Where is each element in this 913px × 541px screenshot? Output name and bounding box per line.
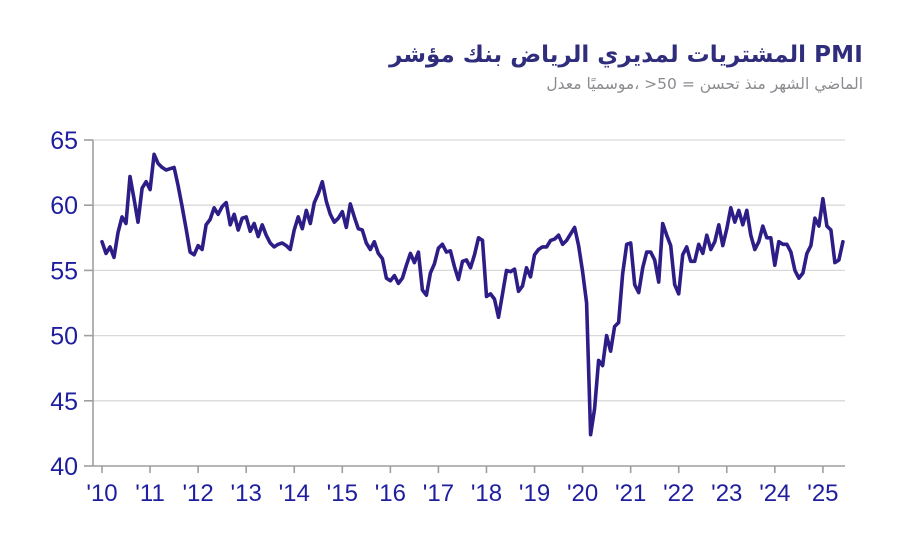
y-tick-label: 40 xyxy=(50,453,78,481)
subtitle-word: منذ xyxy=(744,75,766,93)
y-tick-label: 60 xyxy=(50,192,78,220)
y-tick-label: 50 xyxy=(50,323,78,351)
x-tick-label: '13 xyxy=(231,480,262,507)
x-tick-label: '14 xyxy=(279,480,310,507)
x-tick-label: '21 xyxy=(615,480,646,507)
x-tick-label: '16 xyxy=(375,480,406,507)
subtitle-word: تحسن xyxy=(699,75,740,93)
subtitle-word: الشهر xyxy=(770,75,810,93)
x-tick-label: '11 xyxy=(135,480,165,507)
x-tick-label: '19 xyxy=(519,480,550,507)
subtitle-word: معدل xyxy=(546,75,582,93)
y-tick-label: 65 xyxy=(50,127,78,155)
x-tick-label: '15 xyxy=(327,480,358,507)
subtitle-word: موسميًا، xyxy=(586,75,640,93)
x-tick-label: '23 xyxy=(711,480,742,507)
x-tick-label: '12 xyxy=(182,480,213,507)
subtitle-word: = xyxy=(681,75,695,93)
chart-subtitle: معدل موسميًا، >50 = تحسن منذ الشهر الماض… xyxy=(389,75,863,93)
title-word: المشتريات xyxy=(686,42,807,68)
chart-title: مؤشر بنك الرياض لمديري المشتريات PMI xyxy=(389,42,863,68)
subtitle-word: >50 xyxy=(644,75,677,93)
x-tick-label: '25 xyxy=(807,480,838,507)
x-tick-label: '17 xyxy=(423,480,454,507)
x-tick-label: '18 xyxy=(471,480,502,507)
y-tick-label: 55 xyxy=(50,257,78,285)
x-tick-label: '20 xyxy=(567,480,598,507)
x-tick-label: '24 xyxy=(759,480,790,507)
title-word: بنك xyxy=(462,42,503,68)
pmi-series-line xyxy=(100,152,845,437)
title-word: الرياض xyxy=(510,42,590,68)
subtitle-word: الماضي xyxy=(814,75,863,93)
title-word: PMI xyxy=(814,42,863,68)
x-tick-label: '10 xyxy=(86,480,117,507)
title-word: مؤشر xyxy=(389,42,455,68)
x-tick-label: '22 xyxy=(663,480,694,507)
title-word: لمديري xyxy=(597,42,679,68)
chart-header: مؤشر بنك الرياض لمديري المشتريات PMI معد… xyxy=(389,42,863,93)
y-tick-label: 45 xyxy=(50,388,78,416)
